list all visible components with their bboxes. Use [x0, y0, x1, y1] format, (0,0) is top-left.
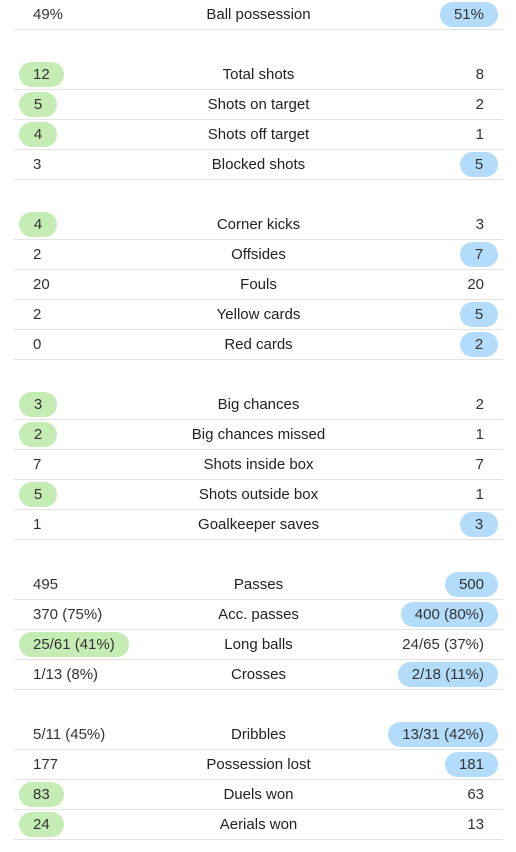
home-value: 4 — [19, 122, 57, 147]
home-value: 83 — [19, 782, 64, 807]
away-value: 1 — [475, 426, 484, 443]
stat-row-long-balls: 25/61 (41%) Long balls 24/65 (37%) — [14, 630, 503, 660]
stat-row-shots-outside-box: 5 Shots outside box 1 — [14, 480, 503, 510]
stat-row-acc-passes: 370 (75%) Acc. passes 400 (80%) — [14, 600, 503, 630]
away-value: 7 — [460, 242, 498, 267]
stat-label: Corner kicks — [216, 216, 301, 233]
stat-group: 12 Total shots 8 5 Shots on target 2 4 Shots of… — [0, 60, 516, 180]
home-value: 495 — [33, 576, 59, 593]
home-value: 5/11 (45%) — [33, 726, 106, 743]
stat-label: Dribbles — [230, 726, 287, 743]
away-value: 63 — [467, 786, 484, 803]
away-value: 7 — [475, 456, 484, 473]
home-value: 24 — [19, 812, 64, 837]
away-value: 24/65 (37%) — [402, 636, 484, 653]
stat-group: 5/11 (45%) Dribbles 13/31 (42%) 177 Possessi… — [0, 720, 516, 840]
stat-row-passes: 495 Passes 500 — [14, 570, 503, 600]
stat-row-possession-lost: 177 Possession lost 181 — [14, 750, 503, 780]
stat-row-shots-off-target: 4 Shots off target 1 — [14, 120, 503, 150]
stat-label: Offsides — [231, 246, 286, 263]
stat-row-shots-on-target: 5 Shots on target 2 — [14, 90, 503, 120]
stat-row-aerials-won: 24 Aerials won 13 — [14, 810, 503, 840]
away-value: 3 — [475, 216, 484, 233]
stat-row-yellow-cards: 2 Yellow cards 5 — [14, 300, 503, 330]
stat-row-total-shots: 12 Total shots 8 — [14, 60, 503, 90]
stat-group: 49% Ball possession 51% — [0, 0, 516, 30]
home-value: 2 — [33, 246, 42, 263]
stat-row-corner-kicks: 4 Corner kicks 3 — [14, 210, 503, 240]
home-value: 1 — [33, 516, 42, 533]
away-value: 20 — [467, 276, 484, 293]
stat-label: Fouls — [240, 276, 277, 293]
stat-label: Possession lost — [206, 756, 311, 773]
stat-row-offsides: 2 Offsides 7 — [14, 240, 503, 270]
stat-row-dribbles: 5/11 (45%) Dribbles 13/31 (42%) — [14, 720, 503, 750]
stat-row-fouls: 20 Fouls 20 — [14, 270, 503, 300]
stat-group: 495 Passes 500 370 (75%) Acc. passes 400 (80%… — [0, 570, 516, 690]
home-value: 5 — [19, 482, 57, 507]
stat-label: Shots on target — [207, 96, 310, 113]
home-value: 12 — [19, 62, 64, 87]
stat-row-red-cards: 0 Red cards 2 — [14, 330, 503, 360]
home-value: 5 — [19, 92, 57, 117]
away-value: 13 — [467, 816, 484, 833]
stat-label: Ball possession — [206, 6, 311, 23]
away-value: 500 — [444, 572, 498, 597]
stat-label: Big chances — [217, 396, 300, 413]
home-value: 49% — [33, 6, 64, 23]
stat-label: Shots off target — [207, 126, 310, 143]
stat-label: Shots outside box — [198, 486, 319, 503]
stat-label: Duels won — [223, 786, 294, 803]
away-value: 1 — [475, 126, 484, 143]
home-value: 25/61 (41%) — [19, 632, 129, 657]
stat-row-ball-possession: 49% Ball possession 51% — [14, 0, 503, 30]
away-value: 2 — [475, 396, 484, 413]
stat-group: 3 Big chances 2 2 Big chances missed 1 7 Shots … — [0, 390, 516, 540]
stat-label: Total shots — [222, 66, 295, 83]
away-value: 2 — [460, 332, 498, 357]
stat-label: Shots inside box — [203, 456, 314, 473]
home-value: 4 — [19, 212, 57, 237]
home-value: 3 — [33, 156, 42, 173]
stat-row-shots-inside-box: 7 Shots inside box 7 — [14, 450, 503, 480]
stat-label: Red cards — [224, 336, 293, 353]
stat-label: Long balls — [224, 636, 293, 653]
home-value: 0 — [33, 336, 42, 353]
stat-row-crosses: 1/13 (8%) Crosses 2/18 (11%) — [14, 660, 503, 690]
away-value: 13/31 (42%) — [388, 722, 498, 747]
stat-label: Blocked shots — [211, 156, 306, 173]
away-value: 8 — [475, 66, 484, 83]
home-value: 370 (75%) — [33, 606, 103, 623]
away-value: 51% — [439, 2, 498, 27]
away-value: 2/18 (11%) — [397, 662, 498, 687]
home-value: 2 — [33, 306, 42, 323]
stat-label: Aerials won — [219, 816, 298, 833]
stat-row-goalkeeper-saves: 1 Goalkeeper saves 3 — [14, 510, 503, 540]
home-value: 177 — [33, 756, 59, 773]
home-value: 7 — [33, 456, 42, 473]
stat-label: Goalkeeper saves — [198, 516, 319, 533]
stat-label: Acc. passes — [218, 606, 299, 623]
stat-label: Passes — [233, 576, 284, 593]
stat-label: Crosses — [230, 666, 286, 683]
home-value: 3 — [19, 392, 57, 417]
home-value: 2 — [19, 422, 57, 447]
home-value: 20 — [33, 276, 50, 293]
stat-row-big-chances-missed: 2 Big chances missed 1 — [14, 420, 503, 450]
stat-label: Big chances missed — [191, 426, 326, 443]
away-value: 400 (80%) — [400, 602, 498, 627]
away-value: 5 — [460, 302, 498, 327]
stat-row-duels-won: 83 Duels won 63 — [14, 780, 503, 810]
home-value: 1/13 (8%) — [33, 666, 99, 683]
away-value: 1 — [475, 486, 484, 503]
stat-group: 4 Corner kicks 3 2 Offsides 7 20 Fouls 20 2 Yellow… — [0, 210, 516, 360]
away-value: 5 — [460, 152, 498, 177]
away-value: 3 — [460, 512, 498, 537]
stat-row-blocked-shots: 3 Blocked shots 5 — [14, 150, 503, 180]
away-value: 2 — [475, 96, 484, 113]
stat-label: Yellow cards — [216, 306, 301, 323]
stat-row-big-chances: 3 Big chances 2 — [14, 390, 503, 420]
away-value: 181 — [444, 752, 498, 777]
